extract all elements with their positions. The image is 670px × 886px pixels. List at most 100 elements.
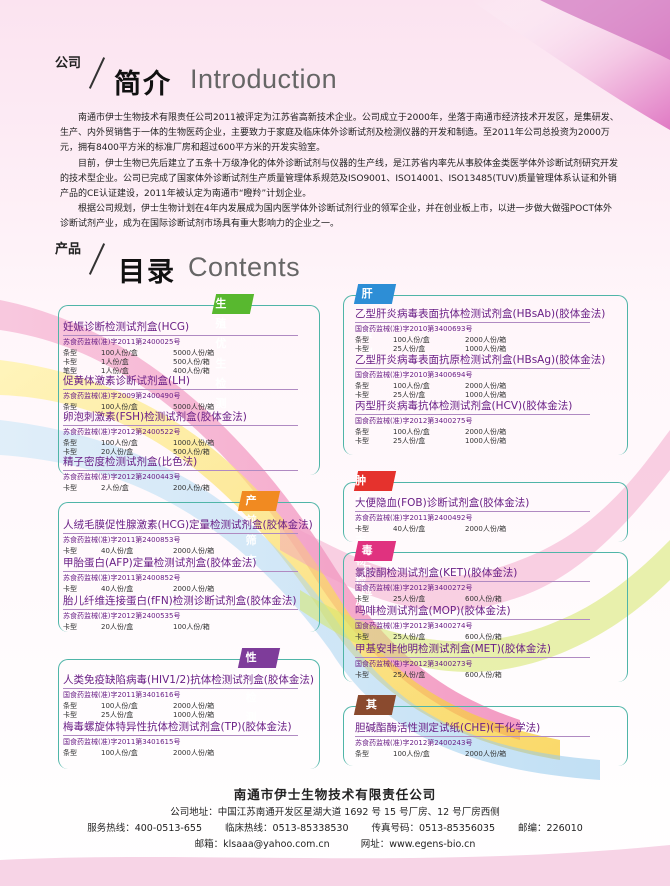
spec-pack: 100人份/盒 [101, 403, 138, 411]
spec-pack: 100人份/盒 [393, 336, 430, 344]
spec-carton: 600人份/箱 [465, 671, 502, 679]
category-frame [343, 295, 628, 455]
product-underline [355, 736, 590, 737]
product-item: 人类免疫缺陷病毒(HIV1/2)抗体检测试剂盒(胶体金法) 国食药监械(准)字20… [63, 672, 333, 720]
catalog-heading-title: 目录 [118, 257, 176, 288]
spec-pack: 25人份/盒 [393, 671, 426, 679]
product-name: 乙型肝炎病毒表面抗原检测试剂盒(HBsAg)(胶体金法) [355, 354, 606, 366]
product-underline [355, 657, 590, 658]
intro-heading-title: 简介 [114, 69, 172, 100]
product-specs: 卡型 40人份/盒 2000人份/箱 [63, 585, 333, 594]
postcode: 邮编：226010 [518, 823, 583, 834]
spec-carton: 1000人份/箱 [465, 437, 507, 445]
footer-address: 公司地址：中国江苏南通开发区星湖大道 1692 号 15 号厂房、12 号厂房西… [170, 807, 500, 818]
spec-carton: 1000人份/箱 [465, 345, 507, 353]
product-underline [63, 389, 298, 390]
product-item: 促黄体激素诊断试剂盒(LH) 苏食药监械(准)字2009第2400490号 条型 10… [63, 373, 333, 412]
product-registration: 国食药监械(准)字2011第3401616号 [63, 691, 181, 699]
product-registration: 国食药监械(准)字2012第3400273号 [355, 660, 473, 668]
product-item: 人绒毛膜促性腺激素(HCG)定量检测试剂盒(胶体金法) 苏食药监械(准)字2011… [63, 517, 333, 556]
spec-format: 条型 [63, 403, 77, 411]
product-name: 大便隐血(FOB)诊断试剂盒(胶体金法) [355, 497, 530, 509]
clinic-hotline: 临床热线：0513-85338530 [225, 823, 349, 834]
spec-format: 条型 [63, 749, 77, 757]
product-specs: 卡型 25人份/盒 600人份/箱 [355, 595, 625, 604]
spec-format: 卡型 [355, 525, 369, 533]
spec-row: 卡型 25人份/盒 1000人份/箱 [355, 391, 625, 400]
spec-format: 条型 [355, 428, 369, 436]
spec-row: 卡型 25人份/盒 600人份/箱 [355, 633, 625, 642]
spec-format: 条型 [63, 702, 77, 710]
product-underline [63, 470, 298, 471]
product-item: 甲基安非他明检测试剂盒(MET)(胶体金法) 国食药监械(准)字2012第3400… [355, 641, 625, 680]
product-name: 胎儿纤维连接蛋白(fFN)检测诊断试剂盒(胶体金法) [63, 595, 297, 607]
spec-format: 卡型 [355, 595, 369, 603]
product-registration: 苏食药监械(准)字2012第2400522号 [63, 428, 181, 436]
spec-pack: 25人份/盒 [393, 345, 426, 353]
spec-carton: 5000人份/箱 [173, 403, 215, 411]
heading-slash [88, 57, 106, 89]
category-frame [343, 706, 628, 766]
product-name: 胆碱酯酶活性测定试纸(CHE)(干化学法) [355, 722, 541, 734]
product-registration: 国食药监械(准)字2012第3400275号 [355, 417, 473, 425]
product-underline [63, 735, 298, 736]
intro-paragraph: 根据公司规划，伊士生物计划在4年内发展成为国内医学体外诊断试剂行业的领军企业，并… [60, 204, 613, 230]
spec-format: 条型 [355, 750, 369, 758]
category-badge: 肝炎检测 [353, 284, 397, 360]
spec-pack: 40人份/盒 [101, 547, 134, 555]
spec-pack: 25人份/盒 [393, 633, 426, 641]
product-item: 胆碱酯酶活性测定试纸(CHE)(干化学法) 苏食药监械(准)字2012第24002… [355, 720, 625, 759]
spec-format: 卡型 [63, 585, 77, 593]
category-frame [58, 502, 320, 632]
product-underline [63, 688, 298, 689]
product-item: 梅毒螺旋体特异性抗体检测试剂盒(TP)(胶体金法) 国食药监械(准)字2011第3… [63, 719, 333, 758]
spec-carton: 600人份/箱 [465, 633, 502, 641]
product-registration: 苏食药监械(准)字2011第2400853号 [63, 536, 181, 544]
email-link[interactable]: 邮箱：klsaaa@yahoo.com.cn [194, 839, 330, 850]
spec-pack: 100人份/盒 [101, 749, 138, 757]
category-frame [58, 305, 320, 475]
spec-carton: 2000人份/箱 [173, 585, 215, 593]
footer-hotlines: 服务热线：400-0513-655 临床热线：0513-85338530 传真号… [0, 820, 670, 834]
spec-carton: 2000人份/箱 [465, 750, 507, 758]
product-item: 吗啡检测试剂盒(MOP)(胶体金法) 国食药监械(准)字2012第3400274号… [355, 603, 625, 642]
category-badge: 性病检测 [237, 648, 281, 724]
spec-row: 卡型 25人份/盒 1000人份/箱 [355, 345, 625, 354]
spec-row: 卡型 40人份/盒 2000人份/箱 [355, 525, 625, 534]
spec-carton: 1000人份/箱 [173, 439, 215, 447]
spec-pack: 100人份/盒 [101, 349, 138, 357]
spec-pack: 100人份/盒 [393, 428, 430, 436]
product-specs: 条型 100人份/盒 2000人份/箱 [355, 750, 625, 759]
service-hotline: 服务热线：400-0513-655 [87, 823, 202, 834]
product-underline [63, 335, 298, 336]
product-name: 人绒毛膜促性腺激素(HCG)定量检测试剂盒(胶体金法) [63, 519, 313, 531]
product-name: 吗啡检测试剂盒(MOP)(胶体金法) [355, 605, 511, 617]
website-link[interactable]: 网址：www.egens-bio.cn [360, 839, 476, 850]
spec-pack: 100人份/盒 [101, 702, 138, 710]
spec-format: 卡型 [355, 391, 369, 399]
product-item: 大便隐血(FOB)诊断试剂盒(胶体金法) 苏食药监械(准)字2011第240049… [355, 495, 625, 534]
category-frame [343, 552, 628, 682]
product-name: 甲胎蛋白(AFP)定量检测试剂盒(胶体金法) [63, 557, 257, 569]
product-registration: 苏食药监械(准)字2012第2400243号 [355, 739, 473, 747]
spec-pack: 1人份/盒 [101, 358, 129, 366]
spec-pack: 20人份/盒 [101, 623, 134, 631]
product-registration: 苏食药监械(准)字2011第2400492号 [355, 514, 473, 522]
catalog-heading-english: Contents [188, 252, 301, 282]
spec-carton: 600人份/箱 [465, 595, 502, 603]
product-item: 氯胺酮检测试剂盒(KET)(胶体金法) 国食药监械(准)字2012第3400272… [355, 565, 625, 604]
spec-format: 条型 [355, 382, 369, 390]
catalog-heading-small: 产品 [55, 242, 82, 257]
spec-format: 卡型 [63, 358, 77, 366]
spec-pack: 25人份/盒 [393, 437, 426, 445]
spec-carton: 2000人份/箱 [465, 525, 507, 533]
spec-row: 条型 100人份/盒 2000人份/箱 [63, 749, 333, 758]
product-item: 乙型肝炎病毒表面抗体检测试剂盒(HBsAb)(胶体金法) 国食药监械(准)字201… [355, 306, 625, 354]
spec-row: 条型 100人份/盒 2000人份/箱 [355, 382, 625, 391]
product-specs: 卡型 40人份/盒 2000人份/箱 [355, 525, 625, 534]
spec-row: 条型 100人份/盒 5000人份/箱 [63, 349, 333, 358]
spec-carton: 2000人份/箱 [173, 702, 215, 710]
product-name: 丙型肝炎病毒抗体检测试剂盒(HCV)(胶体金法) [355, 400, 573, 412]
product-specs: 条型 100人份/盒 1000人份/箱 卡型 20人份/盒 500人份/箱 [63, 439, 333, 457]
spec-row: 卡型 20人份/盒 500人份/箱 [63, 448, 333, 457]
